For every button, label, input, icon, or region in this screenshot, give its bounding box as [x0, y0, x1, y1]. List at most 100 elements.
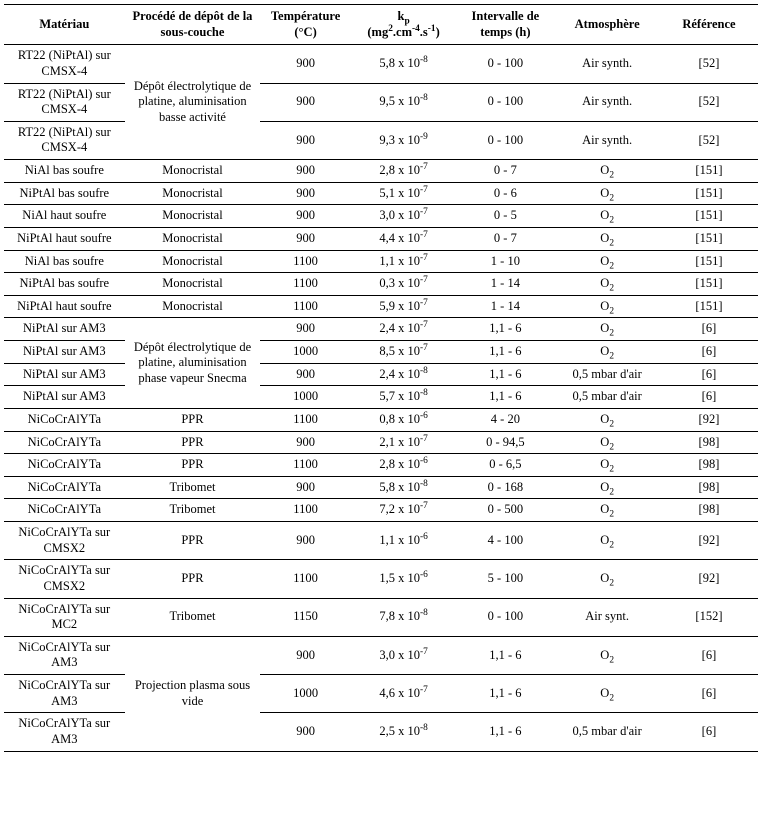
cell-atmosphere: Air synth. [554, 83, 660, 121]
header-reference: Référence [660, 5, 758, 45]
cell-procede: Tribomet [125, 598, 261, 636]
cell-temperature: 900 [260, 160, 350, 183]
cell-atmosphere: O2 [554, 250, 660, 273]
kp-units-sup2: -4 [412, 23, 420, 33]
table-row: NiPtAl bas soufre Monocristal 1100 0,3 x… [4, 273, 758, 296]
kp-units-sup3: -1 [428, 23, 436, 33]
cell-reference: [98] [660, 454, 758, 477]
table-body: RT22 (NiPtAl) sur CMSX-4 Dépôt électroly… [4, 45, 758, 751]
header-materiau: Matériau [4, 5, 125, 45]
cell-atmosphere: O2 [554, 408, 660, 431]
cell-temperature: 900 [260, 363, 350, 386]
cell-intervalle: 0 - 6,5 [456, 454, 554, 477]
kp-units-pre: (mg [367, 25, 388, 39]
cell-intervalle: 1,1 - 6 [456, 675, 554, 713]
cell-procede: Monocristal [125, 160, 261, 183]
cell-atmosphere: 0,5 mbar d'air [554, 363, 660, 386]
table-row: NiPtAl haut soufre Monocristal 900 4,4 x… [4, 227, 758, 250]
cell-temperature: 900 [260, 83, 350, 121]
cell-kp: 7,2 x 10-7 [351, 499, 457, 522]
cell-intervalle: 0 - 100 [456, 598, 554, 636]
cell-materiau: NiAl bas soufre [4, 160, 125, 183]
cell-kp: 4,6 x 10-7 [351, 675, 457, 713]
table-row: NiCoCrAlYTa Tribomet 900 5,8 x 10-8 0 - … [4, 476, 758, 499]
cell-procede: PPR [125, 454, 261, 477]
cell-temperature: 1000 [260, 675, 350, 713]
cell-atmosphere: Air synt. [554, 598, 660, 636]
cell-kp: 2,8 x 10-6 [351, 454, 457, 477]
cell-procede: PPR [125, 522, 261, 560]
cell-temperature: 1000 [260, 386, 350, 409]
cell-reference: [6] [660, 363, 758, 386]
cell-atmosphere: O2 [554, 227, 660, 250]
cell-kp: 4,4 x 10-7 [351, 227, 457, 250]
cell-temperature: 1000 [260, 341, 350, 364]
cell-kp: 0,3 x 10-7 [351, 273, 457, 296]
cell-reference: [151] [660, 273, 758, 296]
cell-temperature: 1150 [260, 598, 350, 636]
cell-kp: 7,8 x 10-8 [351, 598, 457, 636]
table-row: NiPtAl bas soufre Monocristal 900 5,1 x … [4, 182, 758, 205]
cell-reference: [151] [660, 250, 758, 273]
cell-intervalle: 1,1 - 6 [456, 636, 554, 674]
cell-materiau: RT22 (NiPtAl) sur CMSX-4 [4, 83, 125, 121]
cell-intervalle: 0 - 100 [456, 45, 554, 83]
cell-reference: [6] [660, 636, 758, 674]
cell-materiau: NiCoCrAlYTa sur MC2 [4, 598, 125, 636]
cell-atmosphere: O2 [554, 636, 660, 674]
cell-materiau: NiCoCrAlYTa sur AM3 [4, 636, 125, 674]
cell-procede: Monocristal [125, 295, 261, 318]
kp-units-mid: .cm [393, 25, 412, 39]
cell-atmosphere: O2 [554, 182, 660, 205]
cell-materiau: NiPtAl bas soufre [4, 273, 125, 296]
cell-reference: [6] [660, 341, 758, 364]
table-row: NiCoCrAlYTa sur CMSX2 PPR 900 1,1 x 10-6… [4, 522, 758, 560]
cell-atmosphere: O2 [554, 341, 660, 364]
cell-atmosphere: O2 [554, 499, 660, 522]
table-row: NiCoCrAlYTa sur CMSX2 PPR 1100 1,5 x 10-… [4, 560, 758, 598]
cell-temperature: 900 [260, 522, 350, 560]
cell-kp: 5,8 x 10-8 [351, 45, 457, 83]
cell-procede: PPR [125, 431, 261, 454]
cell-reference: [98] [660, 499, 758, 522]
cell-intervalle: 0 - 5 [456, 205, 554, 228]
cell-intervalle: 0 - 100 [456, 121, 554, 159]
cell-temperature: 1100 [260, 295, 350, 318]
cell-reference: [98] [660, 431, 758, 454]
cell-kp: 5,8 x 10-8 [351, 476, 457, 499]
table-header: Matériau Procédé de dépôt de la sous-cou… [4, 5, 758, 45]
header-row: Matériau Procédé de dépôt de la sous-cou… [4, 5, 758, 45]
cell-kp: 5,7 x 10-8 [351, 386, 457, 409]
cell-kp: 3,0 x 10-7 [351, 636, 457, 674]
cell-intervalle: 1,1 - 6 [456, 713, 554, 751]
cell-intervalle: 0 - 500 [456, 499, 554, 522]
cell-materiau: NiCoCrAlYTa sur CMSX2 [4, 560, 125, 598]
cell-kp: 2,1 x 10-7 [351, 431, 457, 454]
table-row: NiCoCrAlYTa PPR 1100 0,8 x 10-6 4 - 20 O… [4, 408, 758, 431]
cell-materiau: NiPtAl sur AM3 [4, 318, 125, 341]
cell-kp: 0,8 x 10-6 [351, 408, 457, 431]
cell-temperature: 1100 [260, 250, 350, 273]
cell-procede: Tribomet [125, 499, 261, 522]
cell-kp: 1,1 x 10-7 [351, 250, 457, 273]
header-procede: Procédé de dépôt de la sous-couche [125, 5, 261, 45]
cell-atmosphere: O2 [554, 273, 660, 296]
header-kp: kp (mg2.cm-4.s-1) [351, 5, 457, 45]
cell-temperature: 900 [260, 476, 350, 499]
cell-atmosphere: 0,5 mbar d'air [554, 386, 660, 409]
cell-atmosphere: O2 [554, 560, 660, 598]
cell-kp: 2,8 x 10-7 [351, 160, 457, 183]
cell-materiau: NiPtAl haut soufre [4, 295, 125, 318]
cell-kp: 5,9 x 10-7 [351, 295, 457, 318]
cell-reference: [151] [660, 205, 758, 228]
cell-reference: [6] [660, 386, 758, 409]
cell-atmosphere: Air synth. [554, 121, 660, 159]
table-row: NiAl haut soufre Monocristal 900 3,0 x 1… [4, 205, 758, 228]
cell-intervalle: 1,1 - 6 [456, 318, 554, 341]
table-row: NiPtAl sur AM3 Dépôt électrolytique de p… [4, 318, 758, 341]
cell-intervalle: 0 - 94,5 [456, 431, 554, 454]
cell-atmosphere: O2 [554, 318, 660, 341]
cell-materiau: NiPtAl sur AM3 [4, 386, 125, 409]
cell-atmosphere: O2 [554, 160, 660, 183]
cell-kp: 2,5 x 10-8 [351, 713, 457, 751]
